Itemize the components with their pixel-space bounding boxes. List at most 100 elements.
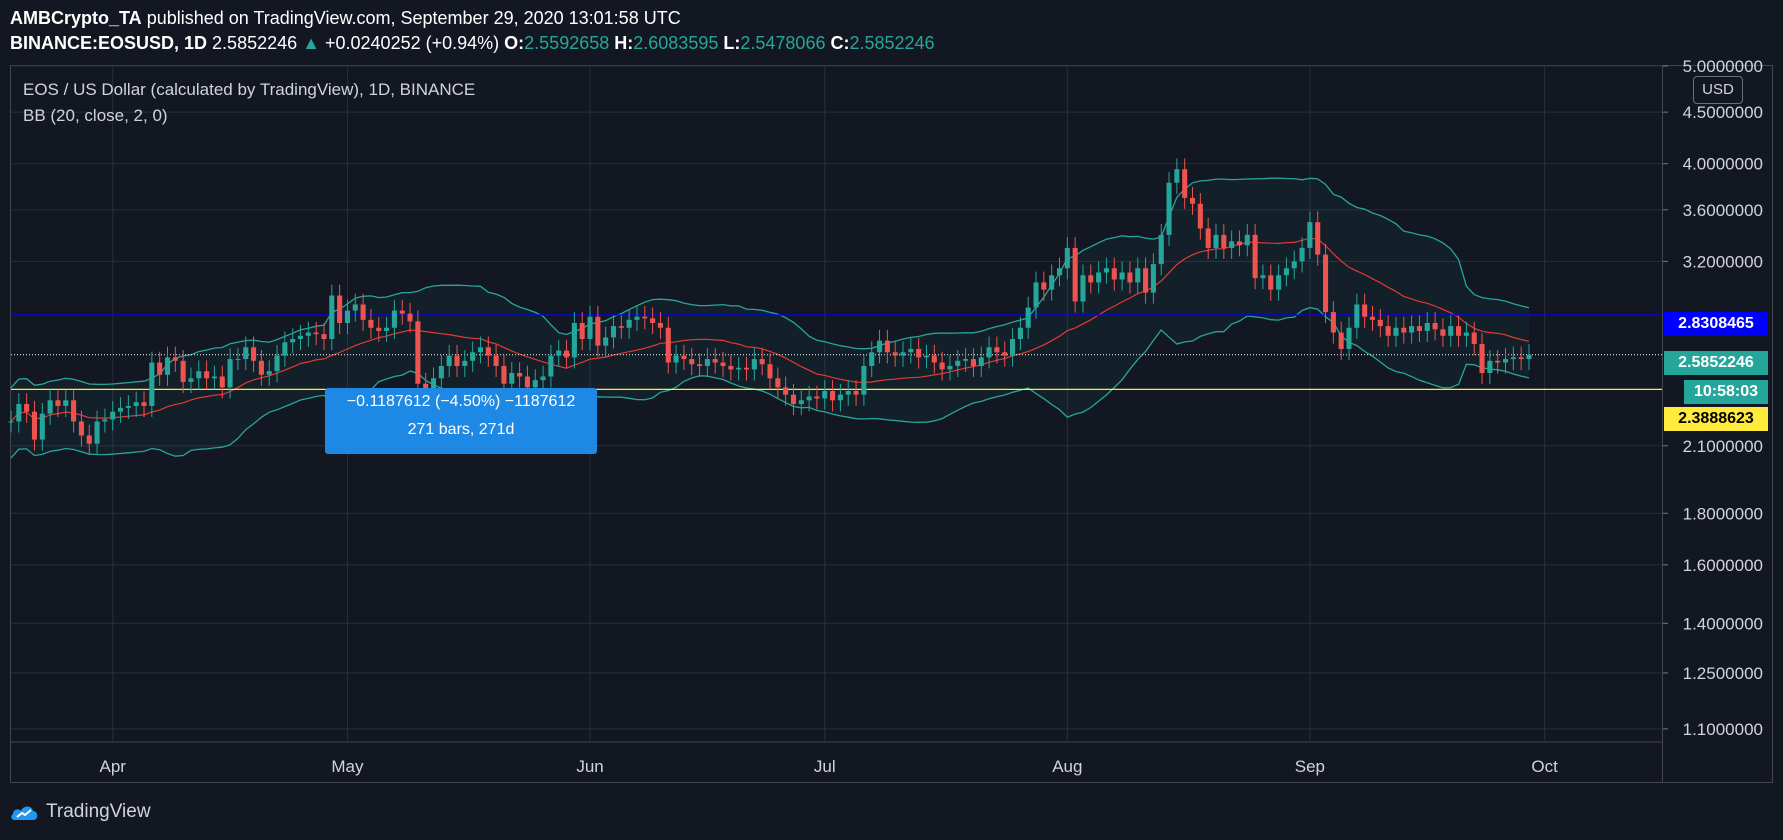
y-tick-label: 5.0000000 — [1683, 57, 1763, 76]
publish-text: published on TradingView.com, September … — [146, 8, 681, 28]
candle — [344, 299, 351, 335]
candle-body — [321, 334, 327, 340]
candle — [783, 376, 789, 406]
candle — [1197, 192, 1203, 240]
candle-body — [657, 322, 663, 328]
y-tick-label: 4.5000000 — [1683, 103, 1763, 122]
candle — [8, 410, 14, 433]
candle-body — [869, 352, 875, 366]
candle-body — [908, 348, 914, 353]
candle — [931, 344, 937, 374]
currency-button[interactable]: USD — [1693, 76, 1743, 104]
y-tick-label: 2.1000000 — [1683, 437, 1763, 456]
candle-body — [610, 326, 617, 338]
candle-body — [337, 295, 343, 323]
candle-body — [1471, 332, 1477, 344]
author-name[interactable]: AMBCrypto_TA — [10, 8, 142, 28]
candle — [1315, 211, 1321, 266]
candle-body — [258, 360, 264, 375]
candle-body — [24, 404, 30, 412]
candle-body — [1268, 275, 1274, 290]
candle-body — [1495, 360, 1501, 363]
candle-body — [884, 340, 890, 353]
candle-body — [1526, 354, 1532, 360]
candle-body — [1440, 329, 1446, 336]
candle — [798, 389, 804, 416]
candle-body — [963, 359, 969, 361]
candle-body — [55, 400, 61, 406]
candle — [1127, 261, 1133, 294]
y-tick-label: 1.4000000 — [1683, 614, 1763, 633]
x-tick-label: Jun — [576, 757, 603, 776]
candle-body — [1017, 327, 1023, 340]
candle-body — [188, 378, 194, 382]
candle-body — [524, 376, 530, 388]
candle — [1244, 224, 1250, 257]
candle — [31, 400, 38, 451]
candle-body — [743, 367, 750, 370]
candle — [587, 305, 593, 351]
candle-body — [1260, 275, 1266, 279]
candle — [759, 348, 765, 376]
candle — [1205, 217, 1211, 259]
candle — [1111, 257, 1117, 291]
candle-body — [78, 421, 84, 436]
candle-body — [1385, 326, 1391, 336]
candle — [1307, 211, 1313, 259]
candle-body — [415, 321, 421, 384]
indicator-label[interactable]: BB (20, close, 2, 0) — [23, 106, 168, 125]
candle-body — [1010, 339, 1016, 356]
candle-body — [1322, 254, 1329, 313]
candle — [407, 302, 413, 333]
candle-body — [1166, 182, 1172, 235]
candle-body — [1315, 222, 1321, 255]
candle — [376, 316, 382, 343]
candle-body — [1049, 275, 1055, 290]
candle — [1033, 271, 1039, 319]
candle-body — [892, 352, 898, 356]
candle — [282, 331, 288, 367]
candle-body — [266, 371, 272, 375]
candle-body — [1346, 327, 1352, 349]
candle — [642, 305, 648, 330]
y-tick-label: 1.8000000 — [1683, 504, 1763, 523]
candle-body — [352, 304, 358, 311]
low-value: 2.5478066 — [740, 33, 826, 53]
candle-body — [391, 310, 397, 328]
candle — [884, 329, 890, 364]
candle — [477, 336, 484, 364]
bb-band-fill — [11, 178, 1529, 458]
candle — [1135, 257, 1141, 294]
candle — [384, 316, 390, 343]
candle — [1252, 224, 1258, 290]
candle — [1276, 264, 1282, 301]
candle-body — [172, 357, 178, 361]
candle — [1072, 237, 1078, 313]
candle — [258, 349, 264, 386]
candle — [775, 367, 781, 399]
candle — [196, 360, 202, 390]
candle — [1526, 343, 1532, 371]
candle-body — [290, 339, 296, 343]
candle — [78, 410, 84, 447]
candle — [337, 284, 343, 335]
candle-body — [219, 376, 225, 388]
candle-body — [501, 365, 507, 384]
candle-body — [376, 327, 382, 331]
candle-body — [1174, 169, 1180, 183]
candle — [399, 299, 405, 325]
symbol-title: EOS / US Dollar (calculated by TradingVi… — [23, 80, 476, 99]
candle-body — [407, 313, 413, 322]
candle-body — [1502, 359, 1509, 363]
price-axis-frame — [1663, 65, 1773, 783]
tradingview-logo[interactable]: TradingView — [10, 801, 151, 823]
candle-body — [939, 362, 945, 370]
candle — [446, 344, 452, 378]
candle — [1150, 253, 1156, 304]
candle — [657, 312, 663, 339]
candle — [665, 316, 671, 374]
candle — [845, 380, 851, 406]
tradingview-cloud-icon — [11, 806, 38, 820]
candle-body — [102, 419, 108, 422]
